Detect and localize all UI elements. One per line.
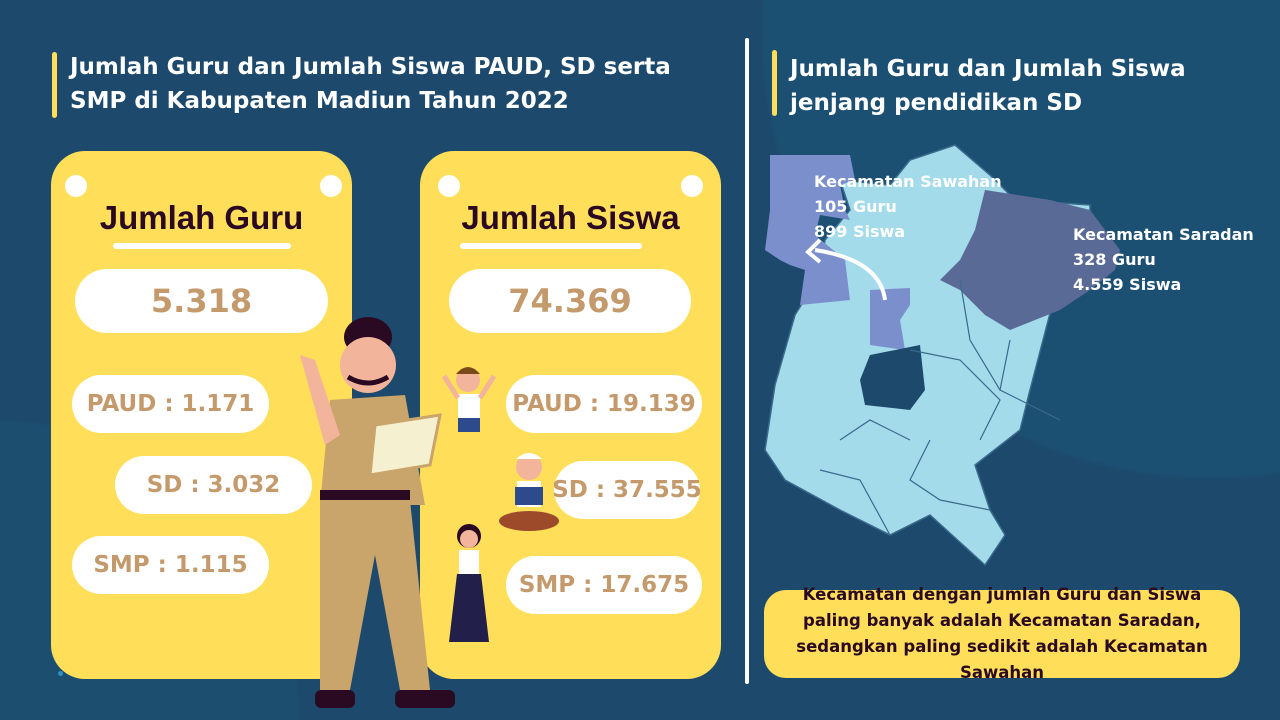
section-divider bbox=[745, 38, 749, 684]
card-hole bbox=[65, 175, 87, 197]
conclusion-box: Kecamatan dengan jumlah Guru dan Siswa p… bbox=[764, 585, 1240, 682]
title-underline bbox=[113, 243, 291, 249]
reading-student-icon bbox=[499, 453, 559, 531]
district-borders bbox=[819, 279, 1061, 536]
left-title-line1: Jumlah Guru dan Jumlah Siswa PAUD, SD se… bbox=[70, 54, 671, 80]
sawahan-siswa: 899 Siswa bbox=[814, 222, 906, 241]
guru-card-title: Jumlah Guru bbox=[99, 199, 304, 236]
guru-total: 5.318 bbox=[75, 269, 328, 333]
teacher-illustration bbox=[300, 317, 455, 708]
guru-card: Jumlah Guru 5.318 PAUD : 1.171 SD : 3.03… bbox=[51, 151, 352, 679]
siswa-sd: SD : 37.555 bbox=[552, 461, 702, 519]
map-region-sawahan bbox=[765, 155, 855, 305]
guru-paud: PAUD : 1.171 bbox=[72, 375, 269, 433]
arrow-head bbox=[805, 238, 822, 264]
guru-smp: SMP : 1.115 bbox=[72, 536, 269, 594]
dot bbox=[58, 671, 63, 676]
left-title: Jumlah Guru dan Jumlah Siswa PAUD, SD se… bbox=[70, 50, 671, 118]
right-title: Jumlah Guru dan Jumlah Siswa jenjang pen… bbox=[790, 52, 1186, 120]
card-hole bbox=[320, 175, 342, 197]
madiun-map bbox=[764, 144, 1120, 567]
saradan-label: Kecamatan Saradan 328 Guru 4.559 Siswa bbox=[1073, 222, 1254, 297]
sawahan-label: Kecamatan Sawahan 105 Guru 899 Siswa bbox=[814, 169, 1002, 244]
map-hole bbox=[860, 345, 925, 410]
saradan-siswa: 4.559 Siswa bbox=[1073, 275, 1182, 294]
girl-student-icon bbox=[449, 524, 489, 642]
map-region-sawahan-part bbox=[870, 288, 910, 350]
saradan-name: Kecamatan Saradan bbox=[1073, 225, 1254, 244]
guru-sd: SD : 3.032 bbox=[115, 456, 312, 514]
title-accent-bar bbox=[52, 52, 57, 118]
right-title-line1: Jumlah Guru dan Jumlah Siswa bbox=[790, 56, 1186, 82]
left-title-line2: SMP di Kabupaten Madiun Tahun 2022 bbox=[70, 88, 569, 114]
title-underline bbox=[460, 243, 642, 249]
siswa-paud: PAUD : 19.139 bbox=[506, 375, 702, 433]
sawahan-name: Kecamatan Sawahan bbox=[814, 172, 1002, 191]
map-region-saradan bbox=[940, 190, 1120, 330]
card-hole bbox=[438, 175, 460, 197]
title-accent-bar bbox=[772, 50, 777, 116]
arrow bbox=[814, 248, 887, 301]
right-title-line2: jenjang pendidikan SD bbox=[790, 90, 1083, 116]
siswa-total: 74.369 bbox=[449, 269, 691, 333]
siswa-smp: SMP : 17.675 bbox=[506, 556, 702, 614]
card-hole bbox=[681, 175, 703, 197]
siswa-card-title: Jumlah Siswa bbox=[461, 199, 680, 236]
boy-student-icon bbox=[441, 367, 497, 432]
saradan-guru: 328 Guru bbox=[1073, 250, 1156, 269]
sawahan-guru: 105 Guru bbox=[814, 197, 897, 216]
